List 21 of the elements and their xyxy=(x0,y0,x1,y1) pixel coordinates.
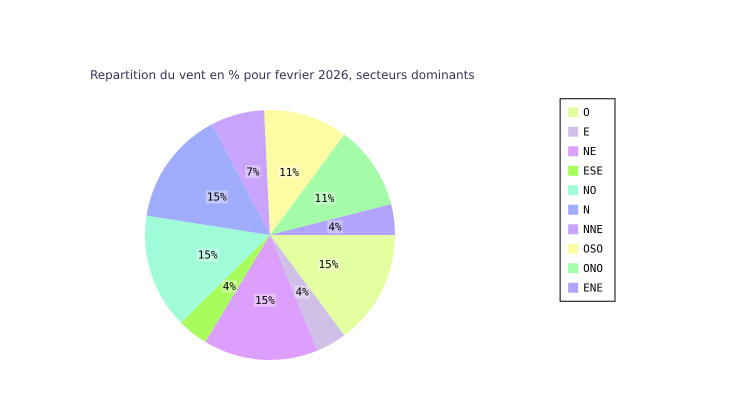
data-label: 11% xyxy=(314,192,335,206)
legend-label: ESE xyxy=(583,164,604,178)
data-label: 15% xyxy=(198,248,218,262)
legend-label: N xyxy=(583,203,590,216)
legend-label: E xyxy=(583,125,590,138)
data-label: 15% xyxy=(318,258,339,271)
data-label: 4% xyxy=(222,280,236,293)
legend-label: ONO xyxy=(583,262,604,275)
legend-label: NNE xyxy=(583,222,604,236)
legend-label: NO xyxy=(583,184,596,197)
data-label: 7% xyxy=(246,165,260,178)
data-label: 15% xyxy=(254,294,276,307)
data-label: 11% xyxy=(279,166,300,179)
legend-label: OSO xyxy=(583,242,604,256)
data-label: 4% xyxy=(328,220,342,234)
legend-label: NE xyxy=(583,144,596,158)
chart-title: Repartition du vent en % pour fevrier 2026, secteurs dominants xyxy=(90,68,475,82)
data-label: 4% xyxy=(296,286,310,299)
data-label: 15% xyxy=(206,190,228,204)
legend-label: O xyxy=(583,106,590,119)
legend-label: ENE xyxy=(583,281,604,294)
